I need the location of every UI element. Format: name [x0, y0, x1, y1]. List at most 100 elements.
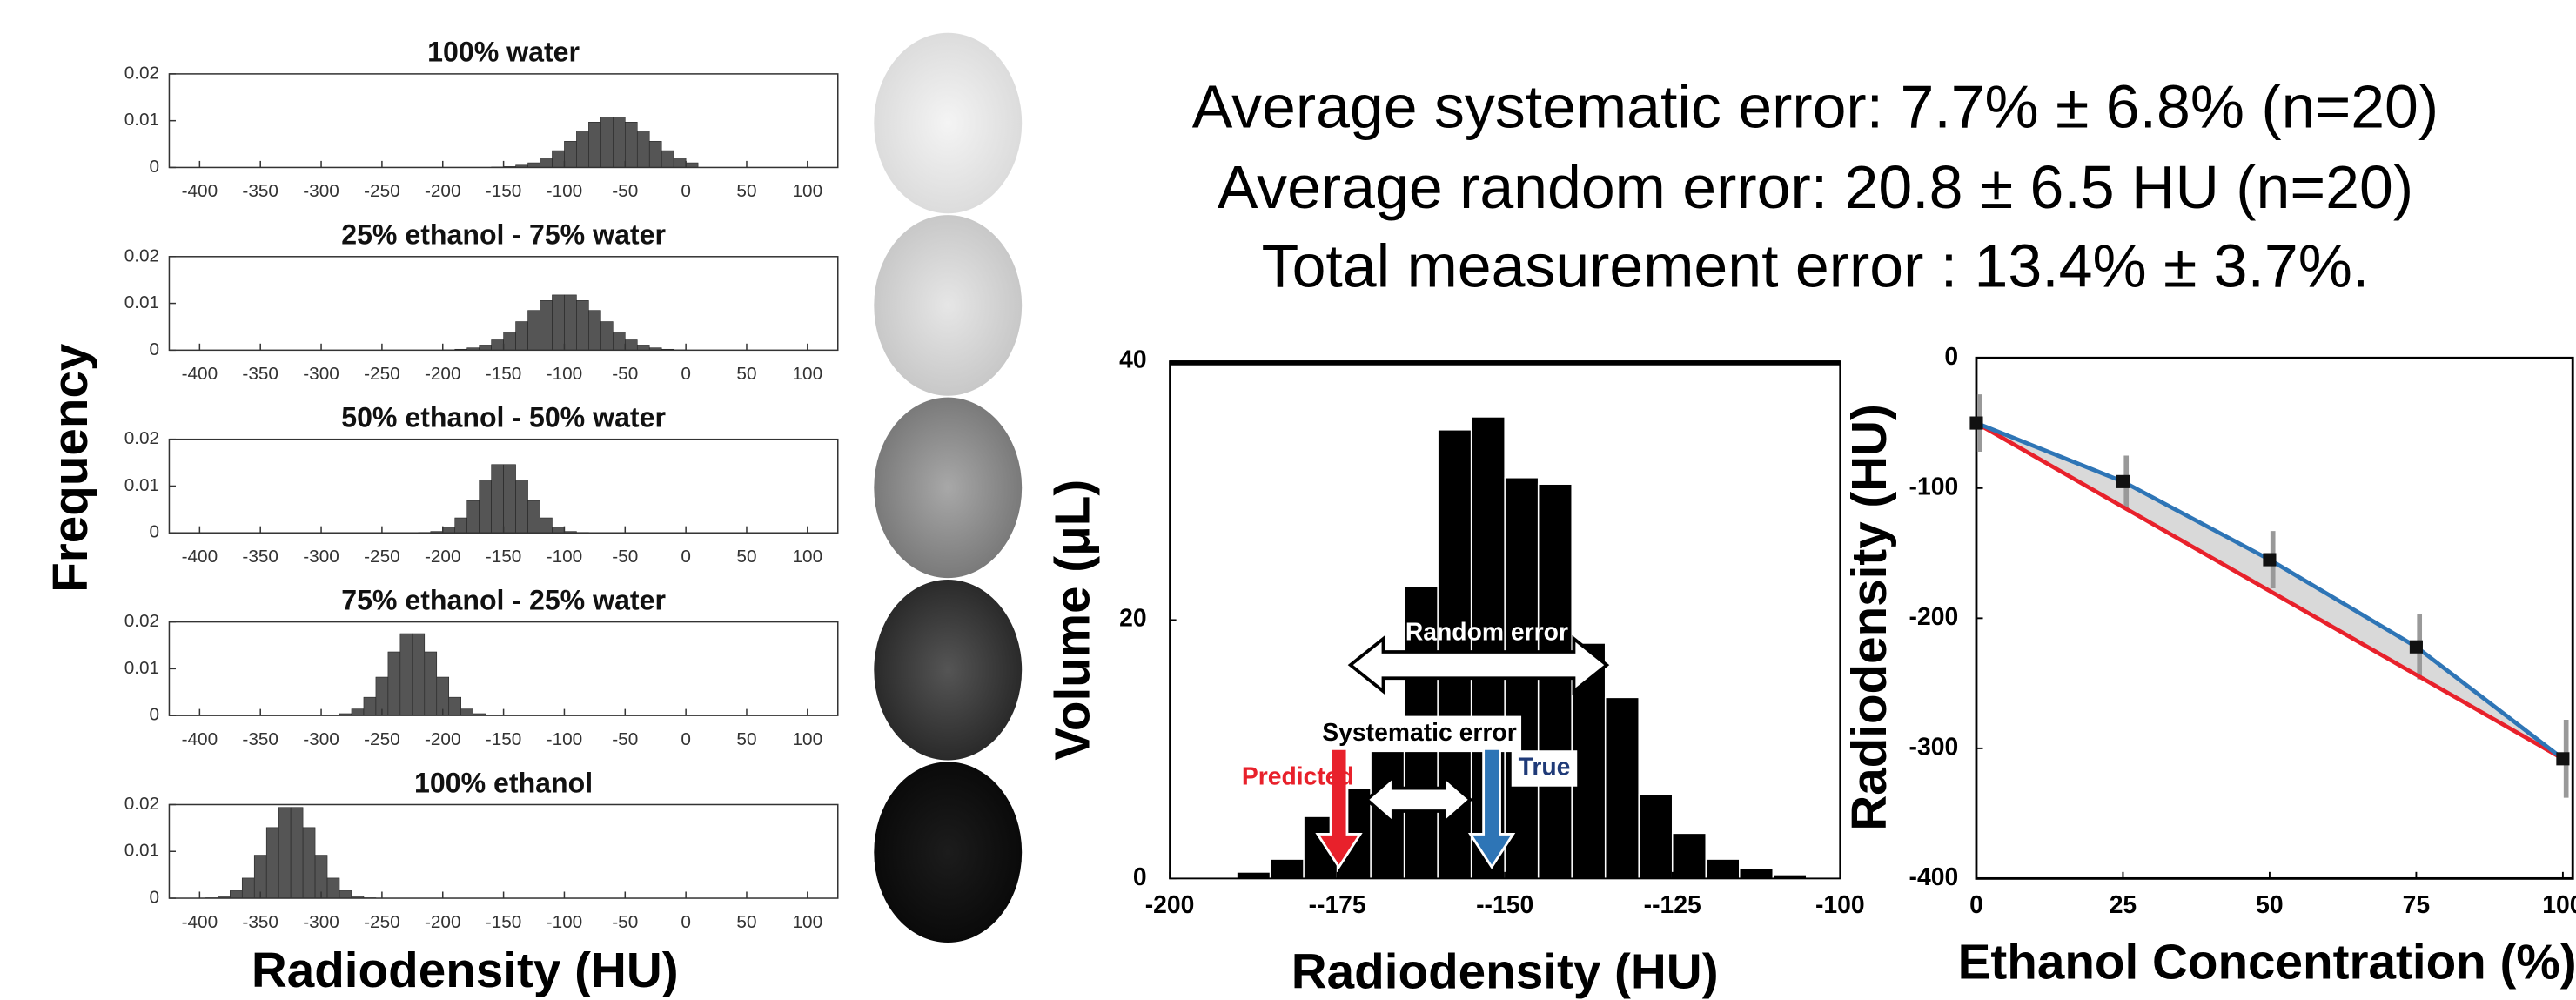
bar — [636, 345, 650, 351]
bar — [613, 117, 626, 168]
x-tick-label: 100 — [793, 912, 823, 932]
x-tick-label: 50 — [736, 181, 756, 201]
y-tick-label: -300 — [1909, 732, 1959, 760]
bar — [230, 890, 243, 899]
y-tick-label: 0.01 — [124, 658, 159, 678]
bar — [466, 500, 480, 534]
bar — [576, 131, 589, 168]
annotation: Systematic error — [1322, 718, 1516, 746]
bar — [588, 310, 601, 351]
x-tick-label: 100 — [793, 181, 823, 201]
y-tick-label: 0 — [150, 522, 160, 542]
x-tick-label: -100 — [1815, 890, 1865, 918]
x-tick-label: 100 — [793, 364, 823, 384]
x-tick-label: 100 — [2542, 890, 2576, 918]
x-tick-label: -400 — [182, 364, 218, 384]
x-tick-label: -150 — [486, 364, 522, 384]
bar — [339, 890, 352, 899]
y-tick-label: 0 — [150, 888, 160, 908]
x-tick-label: 50 — [2256, 890, 2283, 918]
y-tick-label: 0.02 — [124, 245, 159, 265]
x-tick-label: -400 — [182, 912, 218, 932]
bar — [600, 117, 614, 168]
bar — [442, 527, 456, 534]
x-tick-label: -350 — [242, 729, 278, 749]
bar — [454, 517, 467, 534]
sample-image — [874, 215, 1023, 396]
x-tick-label: -50 — [612, 364, 638, 384]
y-tick-label: 0.02 — [124, 611, 159, 631]
bar — [527, 162, 540, 168]
arrow — [1364, 773, 1473, 827]
x-tick-label: -200 — [425, 547, 461, 567]
x-tick-label: -350 — [242, 547, 278, 567]
bar — [588, 122, 601, 168]
x-tick-label: -150 — [486, 181, 522, 201]
bar — [613, 332, 626, 351]
y-axis-label: Volume (μL) — [1044, 480, 1099, 761]
x-tick-label: 75 — [2403, 890, 2430, 918]
label-bg — [1511, 750, 1578, 787]
y-tick-label: 0.01 — [124, 110, 159, 130]
series-line — [1975, 421, 2565, 761]
bar — [479, 345, 492, 351]
bar — [1236, 871, 1271, 880]
y-tick-label: 0 — [1133, 862, 1147, 890]
x-tick-label: -250 — [364, 729, 400, 749]
x-tick-label: -100 — [547, 547, 583, 567]
annotation: Predicted — [1242, 762, 1354, 790]
x-tick-label: 0 — [681, 547, 691, 567]
x-tick-label: 0 — [681, 181, 691, 201]
panel-title: 50% ethanol - 50% water — [341, 402, 666, 433]
panel-title: 100% water — [427, 37, 580, 68]
data-point — [2556, 752, 2570, 766]
bar — [491, 464, 504, 534]
x-tick-label: 50 — [736, 547, 756, 567]
x-axis-label: Radiodensity (HU) — [1291, 944, 1719, 999]
x-tick-label: 50 — [736, 729, 756, 749]
stat-line: Average systematic error: 7.7% ± 6.8% (n… — [1192, 73, 2438, 141]
panel-title: 75% ethanol - 25% water — [341, 584, 666, 615]
x-tick-label: -300 — [303, 181, 339, 201]
x-tick-label: -400 — [182, 729, 218, 749]
y-tick-label: 0 — [150, 157, 160, 177]
bar — [424, 651, 438, 716]
x-tick-label: 50 — [736, 364, 756, 384]
x-tick-label: 0 — [1969, 890, 1983, 918]
x-tick-label: -50 — [612, 181, 638, 201]
bar — [503, 332, 516, 351]
bar — [290, 807, 304, 899]
x-tick-label: -400 — [182, 181, 218, 201]
x-tick-label: -100 — [547, 181, 583, 201]
y-tick-label: 0.01 — [124, 292, 159, 312]
bar — [515, 321, 528, 351]
label-bg — [1317, 715, 1522, 753]
x-tick-label: -100 — [547, 912, 583, 932]
x-tick-label: -300 — [303, 729, 339, 749]
x-tick-label: --150 — [1476, 890, 1533, 918]
stat-line: Total measurement error : 13.4% ± 3.7%. — [1262, 232, 2370, 300]
sample-image — [874, 762, 1023, 943]
x-tick-label: -50 — [612, 547, 638, 567]
bar — [1739, 867, 1774, 880]
bar — [1638, 794, 1674, 880]
x-tick-label: -200 — [425, 912, 461, 932]
x-tick-label: --125 — [1644, 890, 1701, 918]
x-tick-label: 100 — [793, 729, 823, 749]
panel-title: 100% ethanol — [414, 767, 593, 798]
y-tick-label: 0.02 — [124, 428, 159, 448]
bar — [1671, 832, 1707, 880]
arrow — [1347, 635, 1610, 695]
bar — [540, 300, 553, 351]
bar — [1705, 858, 1741, 880]
bar — [564, 141, 577, 168]
data-point — [2409, 640, 2423, 654]
y-tick-label: -400 — [1909, 862, 1959, 890]
y-tick-label: 20 — [1119, 604, 1146, 632]
x-tick-label: 50 — [736, 912, 756, 932]
annotation: Random error — [1405, 618, 1568, 646]
bar — [302, 827, 316, 899]
x-tick-label: -150 — [486, 729, 522, 749]
